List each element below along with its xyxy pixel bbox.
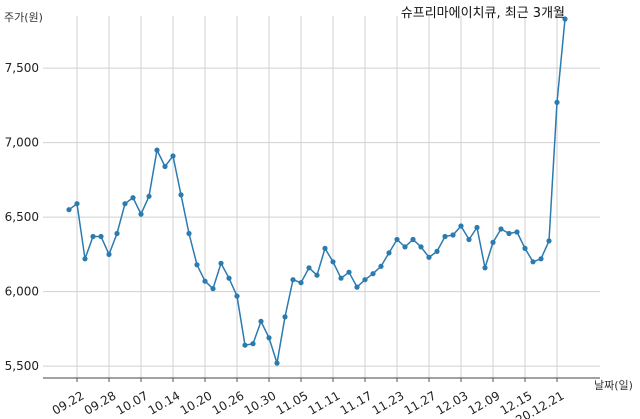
data-point: [434, 248, 440, 254]
data-point: [90, 233, 96, 240]
data-point: [202, 278, 208, 284]
data-point: [114, 230, 120, 237]
y-tick-labels: 5,500 6,000 6,500 7,000 7,500: [5, 61, 39, 373]
data-point: [474, 224, 480, 231]
data-point: [122, 201, 128, 207]
price-series-points: [66, 16, 568, 366]
data-point: [274, 360, 280, 366]
data-point: [138, 211, 144, 217]
x-tick-label: 11.27: [402, 388, 439, 417]
data-point: [106, 251, 112, 257]
data-point: [362, 277, 368, 283]
data-point: [354, 284, 360, 290]
data-point: [546, 238, 552, 244]
data-point: [226, 275, 232, 281]
data-point: [450, 232, 456, 238]
data-point: [82, 256, 88, 262]
data-point: [178, 192, 184, 198]
data-point: [330, 259, 336, 265]
data-point: [290, 277, 296, 283]
data-point: [386, 250, 392, 256]
data-point: [338, 275, 344, 281]
x-tick-labels: 09.2209.2810.0710.1410.2010.2610.3011.05…: [50, 388, 567, 419]
x-tick-label: 12.03: [434, 388, 471, 417]
data-point: [346, 269, 352, 275]
data-point: [266, 335, 272, 341]
data-point: [306, 265, 312, 271]
data-point: [562, 16, 568, 22]
data-point: [234, 293, 240, 299]
data-point: [130, 195, 136, 201]
data-point: [514, 229, 520, 235]
data-point: [522, 245, 528, 251]
data-point: [418, 244, 424, 250]
data-point: [186, 230, 192, 237]
data-point: [98, 233, 104, 240]
data-point: [162, 163, 168, 170]
x-tick-label: 10.20: [178, 388, 215, 417]
data-point: [74, 201, 80, 207]
data-point: [282, 314, 288, 320]
data-point: [498, 226, 504, 232]
x-tick-label: 09.28: [82, 388, 119, 417]
x-tick-label: 09.22: [50, 388, 87, 417]
data-point: [530, 259, 536, 265]
data-point: [442, 233, 448, 240]
data-point: [322, 245, 328, 251]
y-tick-label: 6,000: [5, 285, 39, 299]
data-point: [210, 286, 216, 292]
data-point: [242, 342, 248, 348]
data-point: [250, 341, 256, 347]
data-point: [66, 207, 72, 213]
data-point: [314, 272, 320, 278]
x-tick-label: 11.11: [306, 388, 343, 417]
data-point: [538, 256, 544, 262]
x-tick-label: 10.14: [146, 388, 183, 417]
x-tick-label: 11.05: [274, 388, 311, 417]
data-point: [402, 244, 408, 250]
data-point: [554, 99, 560, 105]
x-tick-label: 12.09: [466, 388, 503, 417]
data-point: [506, 230, 512, 237]
y-tick-label: 7,000: [5, 136, 39, 150]
data-point: [218, 260, 224, 266]
x-tick-label: 10.26: [210, 388, 247, 417]
data-point: [154, 147, 160, 153]
y-tick-label: 6,500: [5, 210, 39, 224]
data-point: [458, 223, 464, 229]
data-point: [194, 262, 200, 268]
x-axis-label: 날짜(일): [594, 378, 633, 392]
data-point: [146, 193, 152, 199]
data-point: [490, 239, 496, 245]
y-axis-label: 주가(원): [4, 11, 43, 24]
data-point: [394, 236, 400, 243]
x-tick-label: 11.23: [370, 388, 407, 417]
y-tick-label: 5,500: [5, 359, 39, 373]
x-tick-label: 10.30: [242, 388, 279, 417]
data-point: [482, 265, 488, 271]
axes: [43, 377, 600, 382]
data-point: [410, 236, 416, 243]
grid-lines: [43, 16, 600, 378]
x-tick-label: 10.07: [114, 388, 151, 417]
price-series-line: [68, 18, 566, 364]
data-point: [170, 153, 176, 159]
data-point: [298, 280, 304, 286]
data-point: [370, 271, 376, 277]
y-tick-label: 7,500: [5, 61, 39, 75]
chart-title: 슈프리마에이치큐, 최근 3개월: [401, 6, 565, 21]
data-point: [378, 263, 384, 269]
data-point: [426, 254, 432, 260]
x-tick-label: 11.17: [338, 388, 375, 417]
data-point: [258, 318, 264, 324]
data-point: [466, 236, 472, 243]
